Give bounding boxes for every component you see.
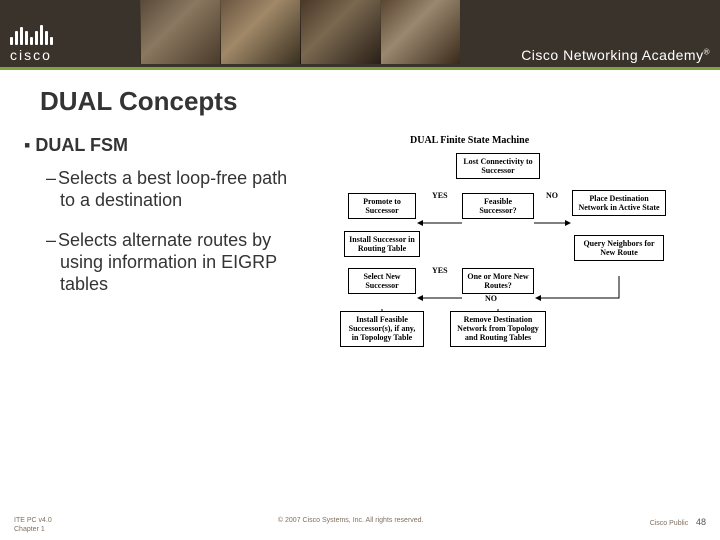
footer: ITE PC v4.0Chapter 1 © 2007 Cisco System… (0, 517, 720, 534)
box-active: Place Destination Network in Active Stat… (572, 190, 666, 216)
flowchart: DUAL Finite State Machine Lost Connectiv… (310, 135, 706, 314)
box-installfs: Install Feasible Successor(s), if any, i… (340, 311, 424, 347)
bullet-1: Selects a best loop-free path to a desti… (60, 168, 304, 212)
cisco-bars-icon (10, 23, 53, 45)
flowchart-title: DUAL Finite State Machine (410, 135, 706, 146)
bullet-2: Selects alternate routes by using inform… (60, 230, 304, 296)
footer-center: © 2007 Cisco Systems, Inc. All rights re… (278, 517, 424, 534)
box-onemore: One or More New Routes? (462, 268, 534, 294)
cisco-logo: cisco (10, 23, 53, 63)
box-remove: Remove Destination Network from Topology… (450, 311, 546, 347)
box-install: Install Successor in Routing Table (344, 231, 420, 257)
footer-left: ITE PC v4.0Chapter 1 (14, 517, 52, 534)
label-no1: NO (546, 191, 558, 200)
box-lost: Lost Connectivity to Successor (456, 153, 540, 179)
section-heading: ▪ DUAL FSM (24, 135, 304, 156)
content-area: ▪ DUAL FSM Selects a best loop-free path… (0, 117, 720, 314)
label-yes1: YES (432, 191, 448, 200)
top-banner: cisco Cisco Networking Academy® (0, 0, 720, 70)
box-feasible: Feasible Successor? (462, 193, 534, 219)
label-yes2: YES (432, 266, 448, 275)
cisco-wordmark: cisco (10, 47, 53, 63)
slide-title: DUAL Concepts (40, 86, 720, 117)
label-no2: NO (485, 294, 497, 303)
academy-text: Cisco Networking Academy® (521, 47, 710, 63)
footer-right: Cisco Public 48 (650, 517, 706, 534)
box-selectnew: Select New Successor (348, 268, 416, 294)
text-column: ▪ DUAL FSM Selects a best loop-free path… (24, 135, 304, 314)
box-query: Query Neighbors for New Route (574, 235, 664, 261)
page-number: 48 (696, 517, 706, 527)
banner-photo-strip (140, 0, 460, 64)
box-promote: Promote to Successor (348, 193, 416, 219)
